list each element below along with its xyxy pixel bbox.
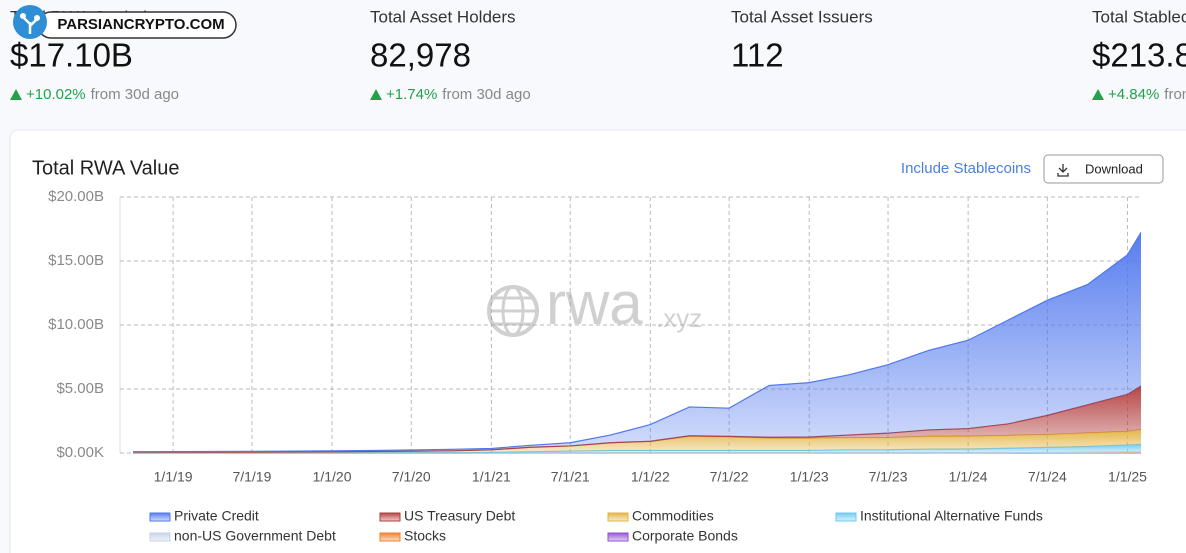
logo-icon <box>20 13 26 19</box>
legend-swatch <box>149 532 171 542</box>
x-tick-label: 7/1/22 <box>710 469 749 485</box>
stat-period: from 30d ago <box>442 86 530 103</box>
up-arrow <box>10 89 22 100</box>
watermark-globe <box>489 296 537 326</box>
x-tick-label: 1/1/22 <box>631 469 670 485</box>
legend: Private Credit US Treasury Debt Commoditie… <box>149 508 1043 544</box>
watermark-text: rwa <box>546 270 643 337</box>
y-tick-label: $5.00B <box>56 380 104 397</box>
up-arrow <box>370 89 382 100</box>
x-tick-label: 1/1/21 <box>472 469 511 485</box>
x-tick-label: 1/1/23 <box>790 469 829 485</box>
stat-change: +4.84% <box>1108 86 1159 103</box>
legend-label: Corporate Bonds <box>632 528 738 544</box>
legend-label: US Treasury Debt <box>404 508 515 524</box>
up-arrow <box>1092 89 1104 100</box>
watermark-globe <box>487 285 539 337</box>
download-label[interactable]: Download <box>1085 161 1143 176</box>
stat-label: Total Asset Holders <box>370 7 516 26</box>
logo-text: PARSIANCRYPTO.COM <box>57 16 224 33</box>
legend-swatch <box>379 532 401 542</box>
legend-swatch <box>149 512 171 522</box>
stat-value: $17.10B <box>10 37 133 74</box>
legend-swatch <box>835 512 857 522</box>
area-fill <box>133 429 1141 453</box>
plot: $0.00K $5.00B $10.00B $15.00B $20.00B 1/1/19 7… <box>48 188 1147 485</box>
area-fill <box>133 232 1141 453</box>
watermark: rwa .xyz <box>487 270 702 337</box>
stat-change: +10.02% <box>26 86 86 103</box>
area-line <box>133 232 1142 453</box>
legend-swatch <box>379 512 401 522</box>
y-tick-label: $0.00K <box>56 444 104 461</box>
logo-icon <box>23 17 37 34</box>
x-tick-label: 7/1/24 <box>1028 469 1067 485</box>
stat-value: $213.8 <box>1092 37 1186 74</box>
x-tick-label: 1/1/19 <box>154 469 193 485</box>
legend-label: Stocks <box>404 528 446 544</box>
stat-value: 82,978 <box>370 37 471 74</box>
stat-label: Total Asset Issuers <box>731 7 873 26</box>
legend-swatch <box>607 532 629 542</box>
y-tick-label: $20.00B <box>48 188 104 205</box>
x-tick-label: 7/1/23 <box>869 469 908 485</box>
logo-icon <box>34 15 40 21</box>
legend-swatch <box>607 512 629 522</box>
area-fill <box>133 386 1141 453</box>
stat-label: Total Stablecoins <box>1092 7 1186 26</box>
legend-label: Commodities <box>632 508 714 524</box>
watermark-globe <box>501 285 525 337</box>
legend-label: Institutional Alternative Funds <box>860 508 1043 524</box>
site-logo: PARSIANCRYPTO.COM <box>13 5 237 39</box>
x-tick-label: 7/1/21 <box>551 469 590 485</box>
stat-value: 112 <box>731 37 784 74</box>
x-tick-label: 1/1/20 <box>313 469 352 485</box>
x-tick-label: 7/1/19 <box>232 469 271 485</box>
stat-period: from 30d ago <box>91 86 179 103</box>
legend-label: Private Credit <box>174 508 259 524</box>
legend-label: non-US Government Debt <box>174 528 336 544</box>
stat-period: from 30d ago <box>1164 86 1186 103</box>
y-tick-label: $10.00B <box>48 316 104 333</box>
y-tick-label: $15.00B <box>48 252 104 269</box>
download-button-frame[interactable] <box>1043 154 1164 184</box>
x-tick-label: 1/1/25 <box>1108 469 1147 485</box>
include-stablecoins-toggle[interactable]: Include Stablecoins <box>901 160 1031 177</box>
download-button[interactable]: Download <box>1043 154 1164 184</box>
watermark-text: .xyz <box>656 303 702 333</box>
x-tick-label: 7/1/20 <box>392 469 431 485</box>
stat-change: +1.74% <box>386 86 437 103</box>
area-fill <box>133 444 1141 453</box>
download-icon[interactable] <box>1057 164 1069 177</box>
x-tick-label: 1/1/24 <box>949 469 988 485</box>
chart-title: Total RWA Value <box>32 157 179 179</box>
